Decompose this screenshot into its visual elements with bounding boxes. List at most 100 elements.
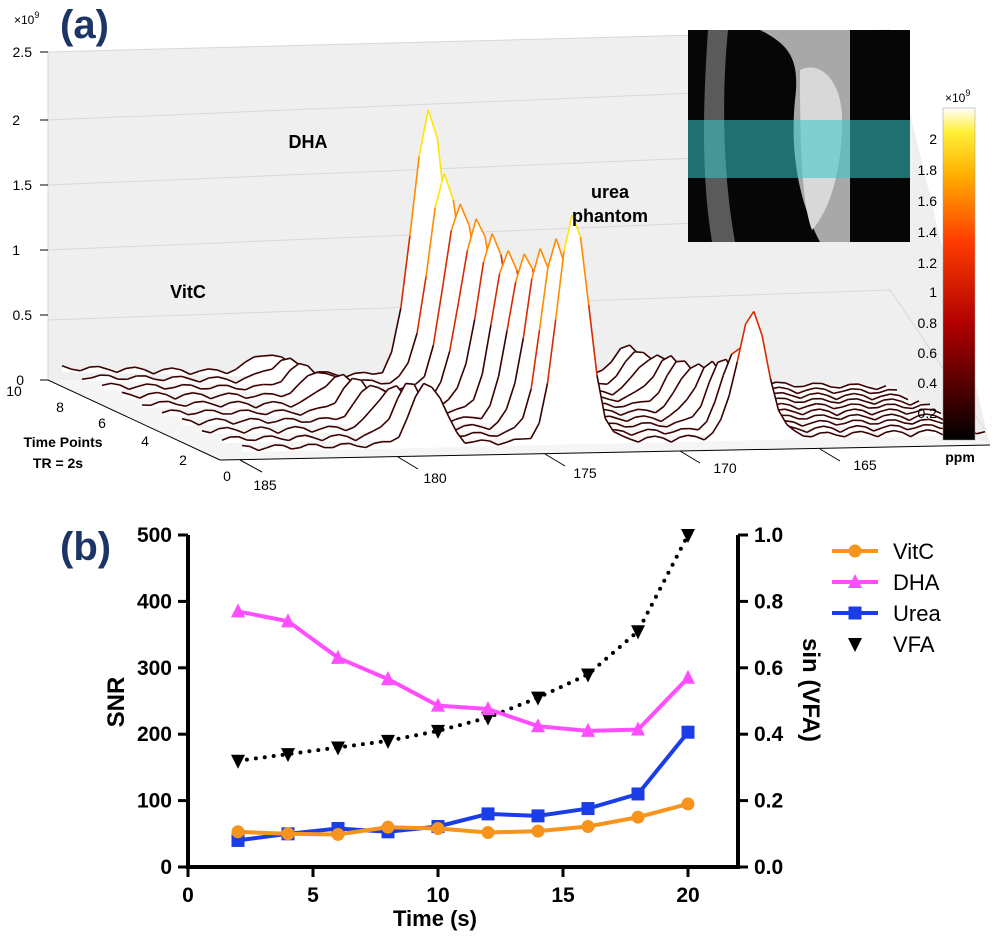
spectrum-line-segment — [134, 366, 145, 371]
spectrum-line-segment — [609, 415, 619, 420]
spectrum-line-segment — [563, 214, 573, 252]
colorbar-tick: 0.2 — [918, 405, 938, 421]
spectrum-line-segment — [832, 417, 841, 421]
spectrum-line-segment — [250, 417, 260, 421]
spectrum-line-segment — [343, 403, 354, 417]
spectrum-line-segment — [161, 409, 171, 414]
spectrum-line-segment — [199, 368, 209, 372]
spectrum-line-segment — [700, 381, 711, 407]
spectrum-line-segment — [178, 410, 189, 416]
time-tick-label: 4 — [141, 433, 149, 449]
legend-label: Urea — [893, 601, 941, 626]
spectrum-line-segment — [620, 344, 630, 350]
spectrum-line-segment — [472, 423, 482, 428]
spectrum-line-segment — [183, 392, 193, 396]
spectrum-line-segment — [920, 418, 930, 421]
spectrum-line-segment — [606, 375, 617, 385]
spectrum-line-segment — [579, 237, 590, 306]
spectrum-line-segment — [915, 424, 925, 429]
spectrum-line-segment — [463, 423, 473, 427]
spectrum-line-segment — [797, 389, 807, 395]
spectrum-line-segment — [300, 409, 310, 416]
spectrum-line-segment — [427, 109, 439, 139]
legend-marker — [848, 544, 862, 558]
data-point-dha — [581, 722, 595, 737]
spectrum-line-segment — [641, 400, 650, 403]
spectrum-line-segment — [172, 375, 182, 378]
spectrum-line-segment — [794, 430, 804, 437]
spectrum-line-segment — [867, 386, 877, 391]
spectrum-line-segment — [507, 250, 518, 271]
ppm-tick-label: 180 — [423, 470, 447, 486]
x-tick-label: 15 — [551, 884, 575, 907]
legend-item-vfa: VFA — [848, 632, 935, 657]
spectrum-line-segment — [894, 429, 903, 434]
spectrum-line-segment — [907, 427, 916, 431]
spectrum-line-segment — [81, 377, 92, 380]
spectrum-line-segment — [191, 384, 201, 390]
spectrum-line-segment — [335, 415, 345, 421]
spectrum-line-segment — [652, 417, 662, 423]
spectrum-line-segment — [380, 418, 390, 428]
spectrum-line-segment — [883, 413, 893, 417]
data-point-dha — [431, 697, 445, 712]
time-axis-label-2: TR = 2s — [33, 455, 83, 471]
spectrum-line-segment — [854, 408, 864, 412]
y-tick-label: 0 — [160, 856, 172, 879]
spectrum-line-segment — [299, 443, 309, 449]
spectrum-line-segment — [455, 416, 465, 421]
spectrum-line-segment — [538, 383, 549, 424]
data-point-vfa — [481, 711, 495, 726]
spectrum-line-segment — [931, 424, 941, 430]
spectrum-line-segment — [803, 435, 812, 438]
spectrum-line-segment — [352, 377, 362, 381]
spectrum-line-segment — [373, 372, 383, 375]
spectrum-line-segment — [603, 408, 613, 412]
spectrum-line-segment — [852, 430, 862, 434]
spectrum-line-segment — [473, 261, 485, 320]
data-point-vitc — [431, 821, 445, 835]
spectrum-line-segment — [241, 417, 251, 422]
spectrum-line-segment — [229, 400, 239, 404]
x-tick-label: 20 — [676, 884, 699, 907]
spectrum-line-segment — [654, 405, 665, 414]
spectrum-line-segment — [252, 426, 262, 430]
annotation-urea: urea — [591, 182, 630, 202]
data-point-dha — [681, 669, 695, 684]
spectrum-line-segment — [226, 378, 237, 384]
spectrum-line-segment — [703, 360, 713, 369]
spectrum-line-segment — [624, 351, 635, 363]
spectrum-line-segment — [900, 400, 911, 406]
spectrum-line-segment — [861, 419, 871, 425]
spectrum-line-segment — [657, 374, 669, 394]
spectrum-line-segment — [815, 425, 824, 429]
spectrum-line-segment — [828, 410, 838, 417]
spectrum-line-segment — [313, 436, 323, 442]
spectrum-line-segment — [341, 442, 350, 445]
spectrum-line-segment — [201, 430, 211, 434]
spectrum-line-segment — [343, 377, 354, 389]
spectrum-line-segment — [865, 400, 875, 405]
spectrum-line-segment — [680, 368, 691, 380]
spectrum-line-segment — [441, 230, 453, 290]
legend-marker — [848, 574, 862, 588]
spectrum-line-segment — [497, 330, 508, 377]
spectrum-line-segment — [514, 338, 525, 384]
spectrum-line-segment — [851, 388, 861, 391]
spectrum-line-segment — [464, 399, 475, 408]
spectrum-line-segment — [776, 381, 786, 384]
spectrum-line-segment — [203, 400, 213, 405]
spectrum-line-segment — [244, 373, 255, 379]
spectrum-line-segment — [291, 411, 301, 416]
spectrum-line-segment — [934, 414, 944, 421]
data-point-vfa — [531, 691, 545, 706]
spectrum-line-segment — [877, 431, 887, 438]
spectrum-line-segment — [219, 392, 229, 397]
legend-item-dha: DHA — [832, 570, 940, 595]
spectrum-line-segment — [271, 359, 282, 370]
spectrum-line-segment — [230, 409, 241, 415]
spectrum-line-segment — [806, 414, 816, 420]
legend-marker — [848, 606, 862, 620]
spectrum-line-segment — [908, 415, 919, 422]
